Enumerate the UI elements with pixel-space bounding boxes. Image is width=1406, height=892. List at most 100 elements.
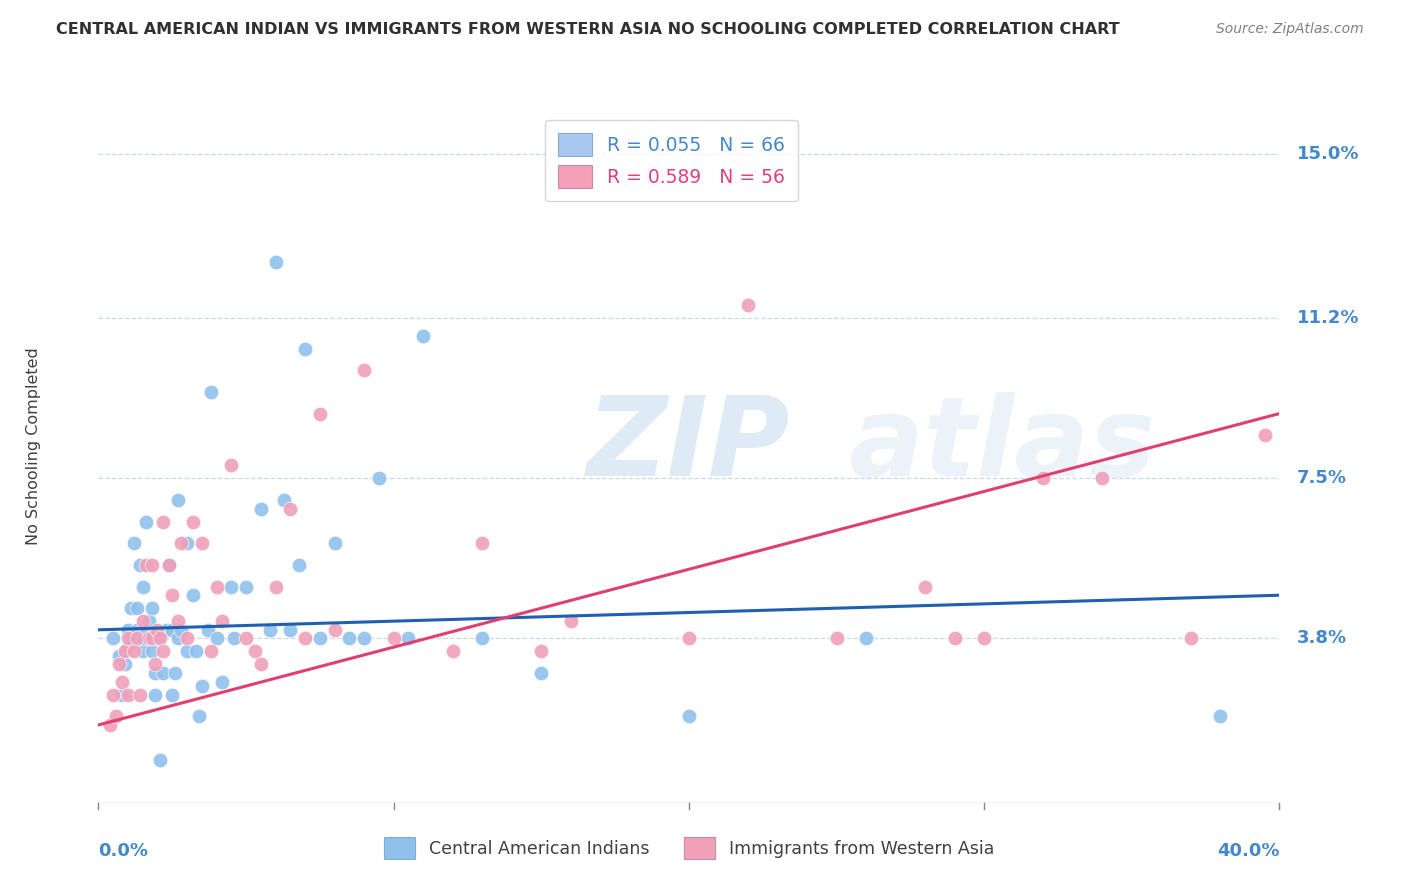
Point: [111, 674, 134, 689]
Point: [122, 536, 145, 550]
Text: 40.0%: 40.0%: [1218, 842, 1279, 860]
Point: [471, 632, 494, 646]
Point: [143, 688, 166, 702]
Point: [143, 632, 166, 646]
Point: [219, 580, 242, 594]
Point: [143, 657, 166, 672]
Point: [235, 580, 257, 594]
Point: [132, 644, 155, 658]
Point: [117, 640, 139, 654]
Point: [125, 632, 148, 646]
Point: [250, 501, 273, 516]
Point: [176, 644, 198, 658]
Point: [294, 342, 316, 356]
Point: [155, 623, 177, 637]
Point: [205, 632, 228, 646]
Point: [117, 623, 139, 637]
Point: [973, 632, 995, 646]
Point: [224, 632, 246, 646]
Point: [264, 580, 287, 594]
Point: [170, 623, 193, 637]
Legend: Central American Indians, Immigrants from Western Asia: Central American Indians, Immigrants fro…: [377, 830, 1001, 865]
Point: [273, 493, 295, 508]
Point: [132, 580, 155, 594]
Point: [167, 493, 190, 508]
Text: ZIP: ZIP: [588, 392, 790, 500]
Point: [560, 614, 582, 628]
Point: [157, 558, 180, 572]
Point: [396, 632, 419, 646]
Point: [181, 515, 204, 529]
Point: [412, 328, 434, 343]
Point: [108, 657, 131, 672]
Point: [243, 644, 266, 658]
Point: [278, 501, 302, 516]
Point: [191, 536, 214, 550]
Point: [471, 536, 494, 550]
Text: 0.0%: 0.0%: [98, 842, 149, 860]
Point: [441, 644, 464, 658]
Point: [1180, 632, 1202, 646]
Text: Source: ZipAtlas.com: Source: ZipAtlas.com: [1216, 22, 1364, 37]
Point: [170, 536, 193, 550]
Point: [1209, 709, 1232, 723]
Point: [111, 688, 134, 702]
Point: [197, 623, 219, 637]
Point: [353, 363, 375, 377]
Point: [162, 688, 183, 702]
Point: [187, 709, 209, 723]
Point: [678, 709, 700, 723]
Point: [149, 753, 172, 767]
Point: [530, 666, 553, 681]
Point: [132, 632, 155, 646]
Point: [135, 623, 157, 637]
Point: [353, 632, 375, 646]
Point: [152, 666, 174, 681]
Point: [167, 614, 190, 628]
Point: [737, 298, 759, 312]
Point: [1254, 428, 1277, 442]
Point: [1032, 471, 1054, 485]
Point: [114, 657, 136, 672]
Point: [132, 614, 155, 628]
Point: [157, 558, 180, 572]
Point: [211, 614, 233, 628]
Point: [259, 623, 281, 637]
Point: [337, 632, 360, 646]
Text: atlas: atlas: [848, 392, 1156, 500]
Point: [181, 588, 204, 602]
Point: [167, 632, 190, 646]
Point: [914, 580, 936, 594]
Point: [125, 623, 148, 637]
Point: [943, 632, 966, 646]
Point: [117, 632, 139, 646]
Point: [288, 558, 311, 572]
Point: [278, 623, 302, 637]
Point: [309, 407, 332, 421]
Point: [152, 515, 174, 529]
Point: [108, 648, 131, 663]
Point: [138, 614, 160, 628]
Point: [105, 709, 128, 723]
Point: [825, 632, 848, 646]
Point: [309, 632, 332, 646]
Point: [205, 580, 228, 594]
Point: [250, 657, 273, 672]
Point: [200, 384, 222, 399]
Point: [125, 601, 148, 615]
Point: [219, 458, 242, 473]
Point: [120, 632, 142, 646]
Point: [135, 515, 157, 529]
Point: [152, 644, 174, 658]
Point: [678, 632, 700, 646]
Point: [146, 632, 169, 646]
Point: [141, 558, 163, 572]
Point: [141, 644, 163, 658]
Point: [128, 688, 150, 702]
Point: [135, 558, 157, 572]
Text: 7.5%: 7.5%: [1298, 469, 1347, 487]
Point: [176, 632, 198, 646]
Point: [103, 688, 125, 702]
Point: [855, 632, 877, 646]
Point: [103, 632, 125, 646]
